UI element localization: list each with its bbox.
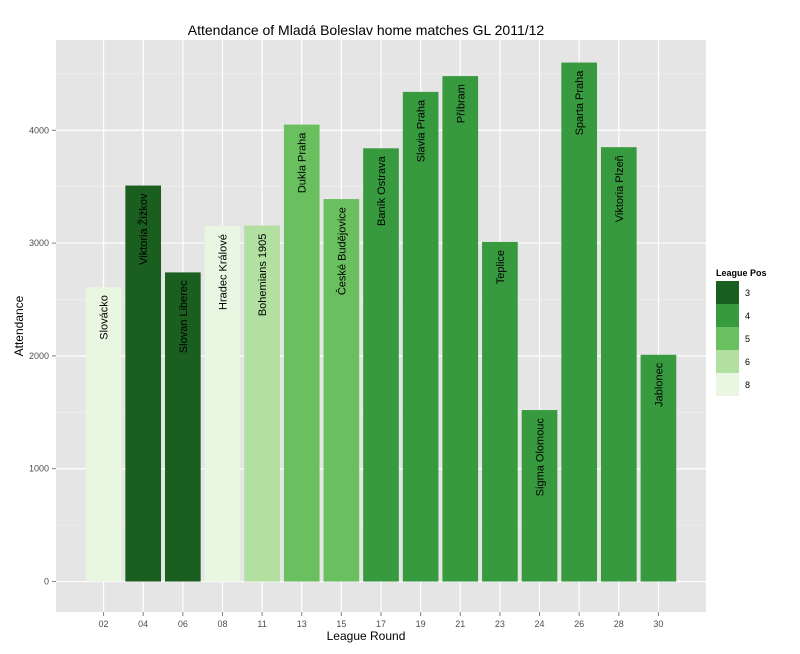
bar-label-21: Příbram (455, 84, 467, 123)
x-tick-label: 13 (297, 619, 307, 629)
x-tick-label: 11 (257, 619, 266, 629)
x-tick-label: 04 (138, 619, 148, 629)
bar-30 (640, 354, 677, 582)
x-tick-label: 15 (336, 619, 346, 629)
bar-label-13: Dukla Praha (297, 132, 309, 193)
bar-label-04: Viktoria Žižkov (137, 193, 150, 265)
bar-label-26: Sparta Praha (574, 70, 586, 136)
bar-08 (204, 226, 241, 582)
x-tick-label: 30 (653, 619, 663, 629)
legend-swatch-3 (716, 281, 739, 304)
y-axis-title: Attendance (12, 295, 26, 356)
bar-label-24: Sigma Olomouc (535, 418, 547, 497)
bar-26 (561, 62, 598, 582)
bar-13 (283, 124, 320, 582)
y-tick-label: 0 (44, 577, 49, 587)
bar-label-23: Teplice (495, 250, 507, 284)
legend-swatch-4 (716, 304, 739, 327)
legend-label-6: 6 (745, 357, 750, 367)
legend: League Pos 3 4 5 6 8 (716, 268, 767, 396)
bar-21 (442, 76, 479, 582)
y-axis: 0 1000 2000 3000 4000 (29, 125, 56, 587)
y-tick-label: 2000 (29, 351, 49, 361)
bar-06 (164, 272, 201, 582)
x-tick-label: 28 (614, 619, 624, 629)
bar-label-17: Baník Ostrava (376, 155, 388, 226)
bar-labels-group: Slovácko Viktoria Žižkov Slovan Liberec Hra… (99, 70, 666, 497)
bar-label-28: Viktoria Plzeň (614, 155, 626, 222)
legend-swatch-8 (716, 373, 739, 396)
bar-19 (402, 91, 439, 582)
bar-label-08: Hradec Králové (217, 234, 229, 310)
x-tick-label: 02 (99, 619, 109, 629)
bar-23 (482, 241, 518, 582)
x-tick-label: 21 (455, 619, 465, 629)
legend-label-3: 3 (745, 288, 750, 298)
x-axis: 02 04 06 08 11 13 15 17 19 21 23 24 26 28 30 (99, 612, 663, 629)
bar-label-19: Slavia Praha (416, 99, 428, 162)
bar-28 (600, 147, 637, 582)
bar-15 (323, 199, 360, 582)
y-tick-label: 1000 (29, 464, 49, 474)
y-tick-label: 3000 (29, 238, 49, 248)
legend-swatch-6 (716, 350, 739, 373)
bar-label-30: Jablonec (653, 362, 665, 407)
x-tick-label: 19 (416, 619, 426, 629)
legend-label-8: 8 (745, 380, 750, 390)
x-tick-label: 17 (376, 619, 386, 629)
y-tick-label: 4000 (29, 125, 49, 135)
bar-17 (363, 148, 399, 582)
legend-label-5: 5 (745, 334, 750, 344)
x-tick-label: 06 (178, 619, 188, 629)
bar-label-02: Slovácko (99, 295, 111, 340)
bar-label-15: České Budějovice (335, 207, 348, 295)
bar-label-06: Slovan Liberec (178, 280, 190, 353)
bar-02 (85, 287, 122, 582)
legend-label-4: 4 (745, 311, 750, 321)
legend-swatch-5 (716, 327, 739, 350)
x-tick-label: 26 (574, 619, 584, 629)
x-tick-label: 23 (495, 619, 505, 629)
bar-label-11: Bohemians 1905 (257, 234, 269, 317)
x-tick-label: 24 (535, 619, 545, 629)
bar-24 (521, 410, 558, 582)
x-axis-title: League Round (327, 629, 406, 643)
bars-group (85, 62, 677, 582)
bar-04 (125, 185, 162, 582)
x-tick-label: 08 (217, 619, 227, 629)
legend-title: League Pos (716, 268, 767, 278)
bar-11 (244, 225, 280, 582)
chart-title: Attendance of Mladá Boleslav home matche… (188, 22, 545, 38)
